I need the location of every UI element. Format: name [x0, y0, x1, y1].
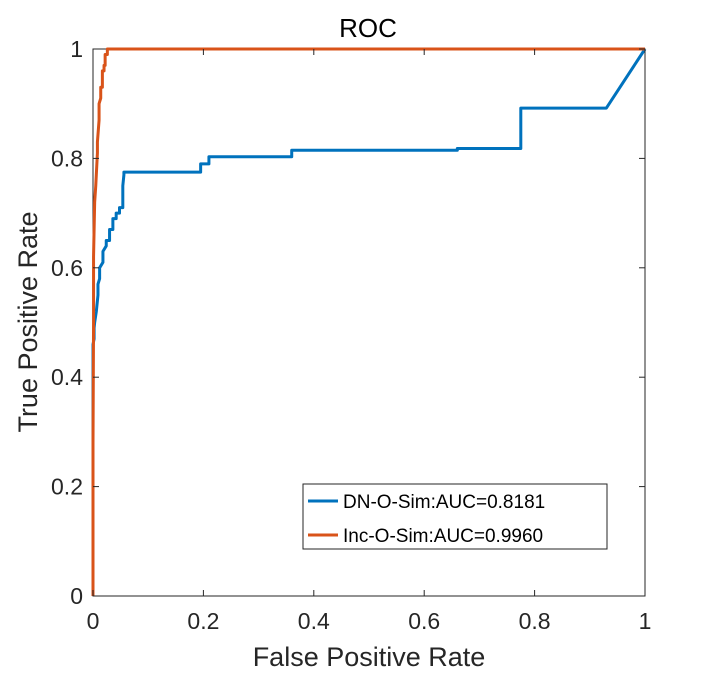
- x-tick-label: 0.6: [408, 608, 440, 634]
- y-tick-label: 0.6: [51, 255, 83, 281]
- x-tick-label: 1: [639, 608, 652, 634]
- y-axis-ticks: 0 0.2 0.4 0.6 0.8 1: [51, 36, 645, 609]
- y-tick-label: 0.8: [51, 145, 83, 171]
- series-layer: [91, 47, 647, 596]
- legend-label-inc-o-sim: Inc-O-Sim:AUC=0.9960: [343, 526, 543, 547]
- y-axis-label: True Positive Rate: [13, 211, 43, 432]
- y-tick-label: 0: [70, 583, 83, 609]
- chart-title: ROC: [339, 13, 397, 43]
- y-tick-label: 1: [70, 36, 83, 62]
- x-tick-label: 0.4: [298, 608, 330, 634]
- x-axis-ticks: 0 0.2 0.4 0.6 0.8 1: [87, 49, 652, 634]
- x-tick-label: 0.8: [519, 608, 551, 634]
- y-tick-label: 0.2: [51, 474, 83, 500]
- legend: DN-O-Sim:AUC=0.8181 Inc-O-Sim:AUC=0.9960: [302, 483, 608, 550]
- legend-label-dn-o-sim: DN-O-Sim:AUC=0.8181: [343, 492, 545, 513]
- x-tick-label: 0.2: [187, 608, 219, 634]
- x-axis-label: False Positive Rate: [253, 642, 486, 672]
- x-tick-label: 0: [87, 608, 100, 634]
- series-line-inc-o-sim: [91, 47, 645, 596]
- y-tick-label: 0.4: [51, 364, 83, 390]
- legend-box: [302, 483, 608, 550]
- series-line-dn-o-sim: [91, 48, 647, 596]
